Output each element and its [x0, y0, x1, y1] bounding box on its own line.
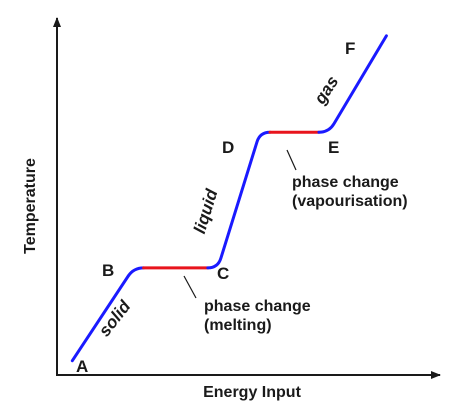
- point-label-B: B: [102, 261, 114, 280]
- point-label-E: E: [328, 138, 339, 157]
- state-label-gas: gas: [310, 73, 342, 109]
- point-label-A: A: [76, 357, 88, 376]
- point-label-F: F: [345, 39, 355, 58]
- curve-segments: [70, 34, 388, 363]
- vapourisation-annotation-line2: (vapourisation): [292, 193, 408, 210]
- vapourisation-leader-line: [286, 149, 297, 171]
- segment-E-F: [317, 34, 388, 134]
- segment-A-B: [70, 266, 146, 363]
- state-label-liquid: liquid: [190, 186, 222, 235]
- vapourisation-annotation-line1: phase change: [292, 174, 399, 191]
- melting-annotation-line2: (melting): [204, 317, 272, 334]
- segment-C-D: [206, 130, 272, 270]
- point-label-C: C: [217, 264, 229, 283]
- point-label-D: D: [222, 138, 234, 157]
- x-axis-title: Energy Input: [203, 384, 301, 401]
- y-axis-title: Temperature: [22, 158, 39, 254]
- melting-annotation-line1: phase change: [204, 298, 311, 315]
- melting-leader-line: [183, 275, 197, 299]
